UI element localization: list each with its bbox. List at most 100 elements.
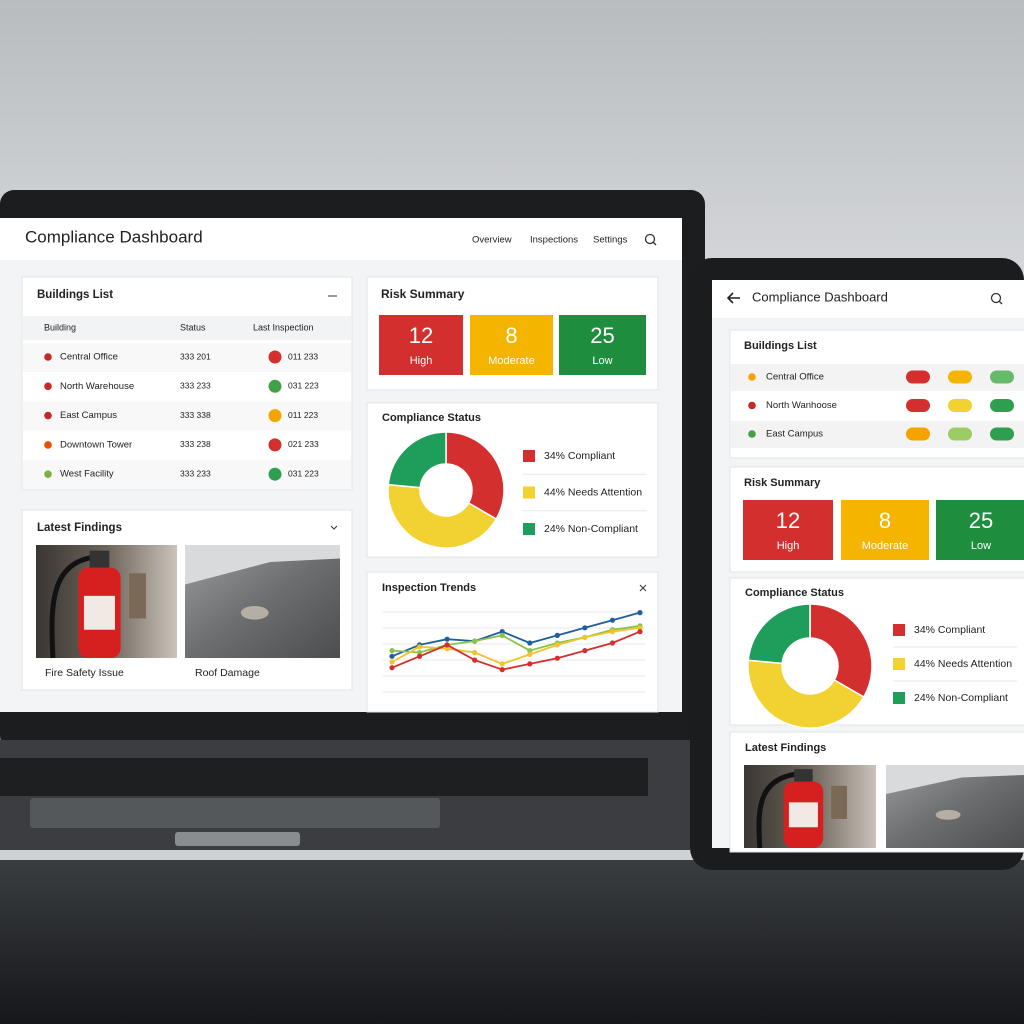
card-title: Compliance Status [745,587,844,599]
trend-point [472,657,478,663]
laptop-header [0,218,682,260]
extinguisher-label [788,802,818,828]
trend-point [416,644,423,650]
legend-label: 34% Compliant [914,624,985,636]
legend-swatch [523,523,535,535]
trend-line [391,626,641,665]
search-icon[interactable] [990,292,1002,304]
trend-point [637,629,643,635]
trend-point [609,617,616,623]
risk-tile [470,315,553,375]
legend-swatch [893,624,905,636]
trend-point [472,649,478,656]
valve [89,550,110,568]
back-icon[interactable] [726,292,740,304]
building-name[interactable]: Central Office [60,352,118,363]
debris [935,809,961,820]
parapet [886,765,1024,795]
trend-point [554,642,560,648]
risk-tile [379,315,463,375]
status-dot [44,411,52,420]
trend-point [637,610,643,616]
card-title: Compliance Status [382,412,481,424]
trend-point [389,653,395,659]
risk-count: 8 [879,508,891,533]
column-header: Last Inspection [253,322,314,332]
card [21,276,353,491]
trend-point [499,661,505,667]
search-icon[interactable] [644,233,656,245]
status-dot [44,353,52,361]
trend-point [609,640,616,646]
card-title: Risk Summary [381,287,465,301]
building-name[interactable]: Central Office [766,372,824,383]
nav-link[interactable]: Inspections [530,235,578,246]
status-pill [906,427,930,441]
legend-swatch [893,658,905,670]
inspection-date: 021 233 [288,439,319,449]
trend-point [499,629,505,635]
trend-point [389,665,395,671]
legend-swatch [523,486,535,499]
status-dot [44,441,52,449]
trend-line [391,611,641,658]
inspection-date: 031 223 [288,468,319,478]
hose [49,553,107,659]
risk-tile [841,500,929,560]
building-name[interactable]: East Campus [60,410,117,421]
trend-point [472,638,478,644]
status-dot [748,430,756,438]
legend-swatch [523,450,535,462]
search-icon [652,241,657,246]
bracket [129,573,146,619]
valve [794,769,813,782]
risk-count: 8 [505,323,517,348]
risk-count: 25 [590,323,614,348]
inspection-badge [268,350,282,364]
column-header: Building [44,322,76,332]
status-pill [948,370,972,384]
building-name[interactable]: North Wanhoose [766,400,837,411]
status-dot [748,373,756,381]
trend-point [582,648,588,654]
status-pill [990,370,1014,384]
parapet [185,545,340,585]
trend-point [582,634,588,640]
building-name[interactable]: East Campus [766,429,823,440]
risk-tile [559,315,646,375]
trend-point [389,659,395,665]
card-title: Latest Findings [745,742,826,754]
risk-label: High [777,540,800,552]
building-name[interactable]: North Warehouse [60,381,134,392]
building-name[interactable]: West Facility [60,469,114,480]
card-title: Latest Findings [37,522,122,534]
building-name[interactable]: Downtown Tower [60,439,132,450]
trend-line [391,630,641,671]
card-title: Buildings List [37,289,113,301]
trend-point [416,653,423,659]
status-pill [990,399,1014,412]
row-stripe [23,343,351,372]
legend-label: 34% Compliant [544,450,615,462]
status-pill [948,399,972,412]
trend-point [499,632,505,639]
expand-icon[interactable] [330,525,338,530]
risk-label: Low [971,540,991,552]
row-stripe [23,460,351,490]
hinge [175,832,300,846]
legend-swatch [893,692,905,704]
card-title: Risk Summary [744,477,821,489]
status-code: 333 338 [180,410,211,420]
trend-point [444,642,450,648]
donut-segment [747,603,811,665]
app-title: Compliance Dashboard [752,289,888,304]
bracket [831,785,847,819]
nav-link[interactable]: Overview [472,235,512,246]
donut-segment [747,659,865,729]
close-icon[interactable] [639,584,647,592]
risk-count: 12 [409,323,433,348]
risk-label: High [410,355,433,367]
ui-layer: Compliance Dashboard Overview Inspections S… [21,227,1024,853]
nav-link[interactable]: Settings [593,235,628,246]
status-dot [44,382,52,391]
